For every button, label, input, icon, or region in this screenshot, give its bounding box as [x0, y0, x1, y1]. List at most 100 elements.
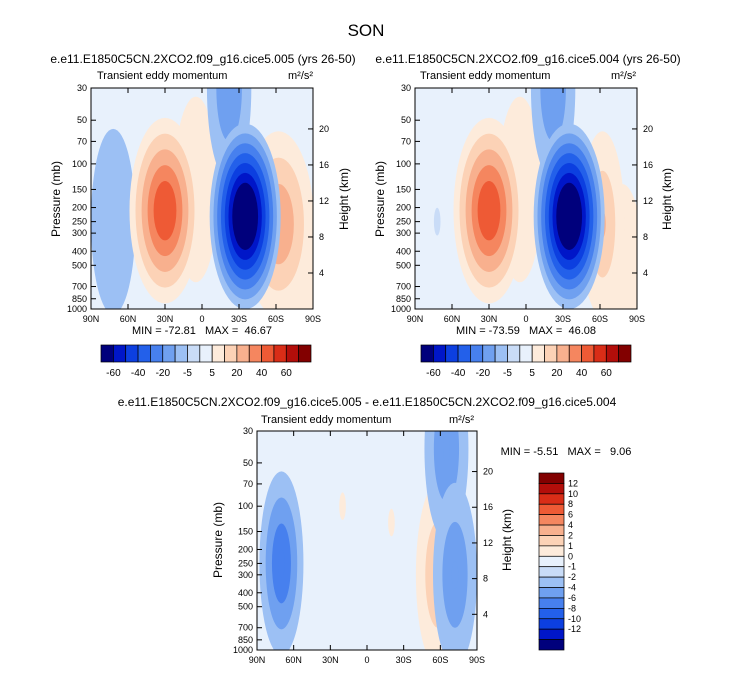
colorbar-label: -60 [426, 368, 441, 379]
contour-core-2-5 [278, 549, 285, 578]
colorbar-swatch [538, 524, 565, 536]
height-tick-label: 20 [483, 467, 493, 477]
xtick-label: 30S [555, 314, 571, 324]
ytick-label: 300 [72, 228, 87, 238]
contour-core-1-0 [433, 207, 441, 236]
height-tick-label: 4 [643, 268, 648, 278]
colorbar-swatch [538, 587, 565, 599]
colorbar-swatch [199, 344, 213, 363]
panel-3-units: m²/s² [449, 414, 474, 426]
ytick-label: 700 [72, 282, 87, 292]
colorbar-swatch [538, 514, 565, 526]
colorbar-swatch [494, 344, 508, 363]
xtick-label: 60S [432, 655, 448, 665]
colorbar-swatch [538, 555, 565, 568]
colorbar-label: 0 [568, 551, 573, 561]
height-tick-label: 12 [319, 196, 329, 206]
colorbar-label: -1 [568, 562, 576, 572]
colorbar-label: 40 [576, 368, 588, 379]
colorbar-label: 4 [568, 520, 573, 530]
ytick-label: 1000 [233, 645, 253, 655]
ytick-label: 850 [238, 635, 253, 645]
colorbar-label: -8 [568, 603, 576, 613]
contour-core-0-2 [109, 207, 117, 236]
colorbar-swatch [544, 344, 558, 363]
colorbar-label: -60 [106, 368, 121, 379]
ytick-label: 400 [238, 588, 253, 598]
ytick-label: 500 [396, 260, 411, 270]
colorbar-label: -2 [568, 572, 576, 582]
colorbar-label: 60 [281, 368, 293, 379]
colorbar-swatch [538, 576, 565, 588]
panel-1-field [91, 88, 313, 309]
height-tick-label: 8 [483, 574, 488, 584]
contour-core-0-3 [225, 88, 233, 102]
panel-2-ylabel-right: Height (km) [660, 168, 674, 230]
panel-1-stats: MIN = -72.81 MAX = 46.67 [132, 325, 272, 337]
colorbar-swatch [568, 344, 582, 363]
panel-3-title: e.e11.E1850C5CN.2XCO2.f09_g16.cice5.005 … [118, 395, 617, 409]
colorbar-swatch [482, 344, 496, 363]
colorbar-swatch [538, 607, 565, 620]
colorbar-label: 5 [209, 368, 215, 379]
colorbar-label: 8 [568, 499, 573, 509]
ytick-label: 70 [401, 136, 411, 146]
xtick-label: 0 [364, 655, 369, 665]
panel-1-axes: 90N 60N 30N 0 30S 60S 90S 30 50 70 100 150 200 250300… [67, 83, 329, 324]
height-tick-label: 16 [643, 160, 653, 170]
ytick-label: 850 [396, 294, 411, 304]
panel-1-units: m²/s² [288, 70, 313, 82]
contour-core-2-4 [451, 561, 459, 589]
colorbar-label: -20 [476, 368, 491, 379]
height-tick-label: 12 [643, 196, 653, 206]
xtick-label: 30S [231, 314, 247, 324]
xtick-label: 60S [268, 314, 284, 324]
colorbar-swatch [618, 344, 632, 363]
ytick-label: 300 [396, 228, 411, 238]
ytick-label: 100 [396, 159, 411, 169]
ytick-label: 850 [72, 294, 87, 304]
colorbar-swatch [433, 344, 447, 363]
height-tick-label: 4 [319, 268, 324, 278]
colorbar-label: 40 [256, 368, 268, 379]
ytick-label: 150 [72, 184, 87, 194]
xtick-label: 30N [481, 314, 498, 324]
colorbar-label: -20 [156, 368, 171, 379]
ytick-label: 250 [396, 217, 411, 227]
panel-2-stats: MIN = -73.59 MAX = 46.08 [456, 325, 596, 337]
panel-1-ylabel-right: Height (km) [337, 168, 351, 230]
colorbar-swatch [538, 493, 565, 505]
xtick-label: 90S [305, 314, 321, 324]
colorbar-swatch [519, 344, 533, 363]
ytick-label: 30 [401, 83, 411, 93]
colorbar-swatch [538, 545, 565, 557]
colorbar-swatch [593, 344, 607, 363]
ytick-label: 500 [238, 602, 253, 612]
xtick-label: 90N [83, 314, 100, 324]
colorbar-label: 2 [568, 531, 573, 541]
xtick-label: 0 [523, 314, 528, 324]
colorbar-label: 12 [568, 478, 578, 488]
panel-2: e.e11.E1850C5CN.2XCO2.f09_g16.cice5.004 … [373, 52, 681, 337]
xtick-label: 30N [322, 655, 339, 665]
colorbar-swatch [174, 344, 188, 363]
colorbar-swatch [248, 344, 262, 363]
ytick-label: 700 [238, 623, 253, 633]
panel-2-field [415, 88, 637, 309]
colorbar-swatch [137, 344, 151, 363]
colorbar-swatch [187, 344, 201, 363]
colorbar-top-right: -60 -40 -20 -5 5 20 40 60 [420, 344, 632, 379]
colorbar-swatch [261, 344, 275, 363]
panel-3-ylabel-right: Height (km) [500, 509, 514, 571]
ytick-label: 150 [238, 527, 253, 537]
colorbar-swatch [150, 344, 164, 363]
colorbar-label: 6 [568, 510, 573, 520]
colorbar-swatch [236, 344, 250, 363]
panel-3-ylabel: Pressure (mb) [211, 502, 225, 578]
panel-1-left-label: Transient eddy momentum [97, 70, 227, 82]
panel-3-left-label: Transient eddy momentum [261, 414, 391, 426]
colorbar-label: 20 [231, 368, 243, 379]
season-title: SON [348, 21, 385, 40]
ytick-label: 1000 [67, 304, 87, 314]
